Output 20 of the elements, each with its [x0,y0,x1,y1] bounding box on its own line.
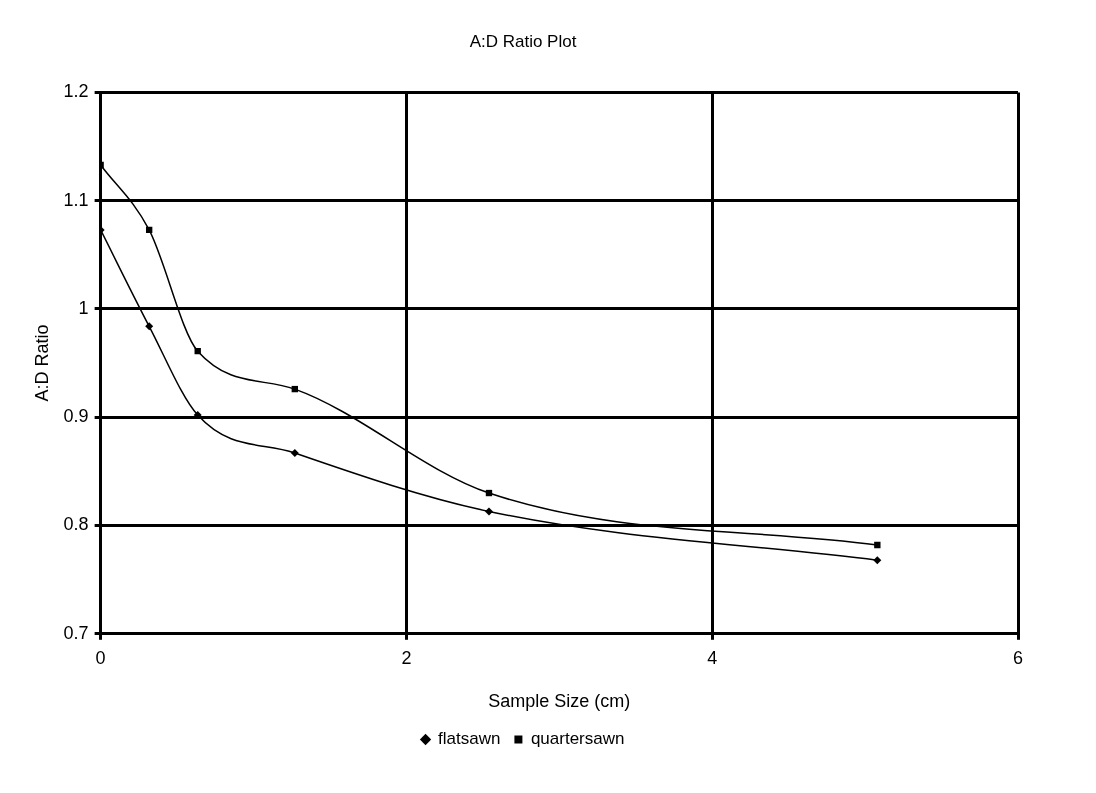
y-tick-label: 1.2 [63,81,89,102]
x-axis-title: Sample Size (cm) [488,691,631,712]
x-tick-label: 6 [1012,647,1024,668]
y-axis-title: A:D Ratio [31,324,52,402]
legend-label: quartersawn [530,729,625,749]
y-tick-label: 0.8 [63,514,89,535]
y-tick-label: 0.9 [63,406,89,427]
point [874,541,881,549]
x-tick-label: 0 [95,647,106,668]
y-tick-label: 1 [78,297,89,318]
x-tick-label: 4 [707,647,718,668]
point [484,507,493,516]
y-tick-label: 0.7 [63,622,89,643]
y-tick-label: 1.1 [63,189,89,210]
legend-label: flatsawn [438,729,501,749]
point [145,322,154,331]
point [290,448,299,457]
point [873,556,882,565]
chart-title: A:D Ratio Plot [469,31,577,51]
x-tick-label: 2 [401,647,412,668]
